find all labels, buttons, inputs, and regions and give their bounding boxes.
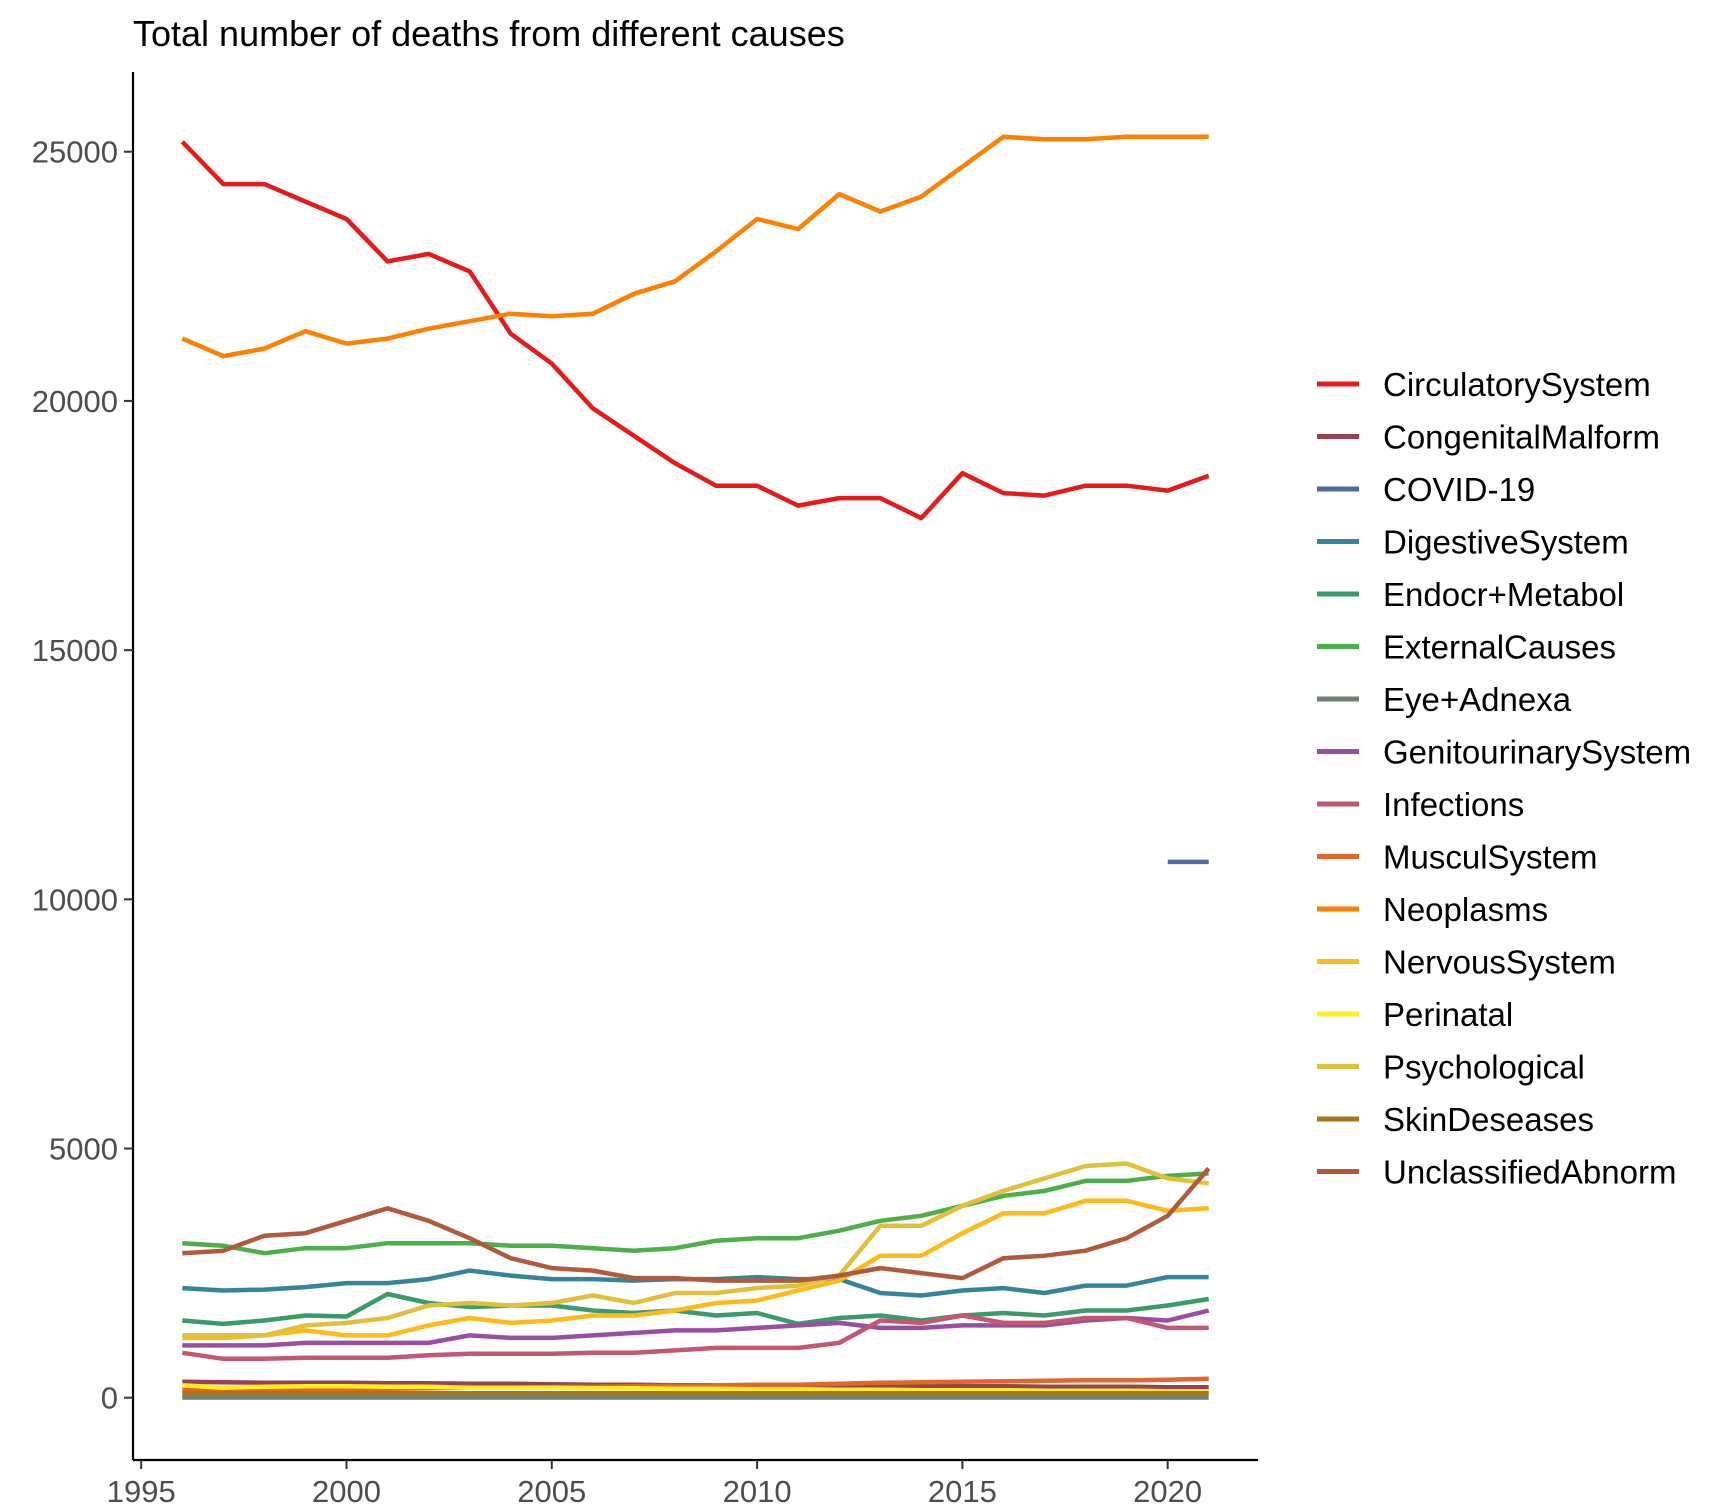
x-tick-label: 2010 — [723, 1474, 792, 1509]
legend-label-covid-19: COVID-19 — [1383, 471, 1535, 508]
y-tick-label: 15000 — [32, 633, 118, 668]
x-tick-label: 2020 — [1133, 1474, 1202, 1509]
y-tick-label: 20000 — [32, 384, 118, 419]
legend-label-infections: Infections — [1383, 786, 1524, 823]
legend-label-circulatorysystem: CirculatorySystem — [1383, 366, 1651, 403]
legend-label-neoplasms: Neoplasms — [1383, 891, 1548, 928]
x-tick-label: 1995 — [107, 1474, 176, 1509]
series-line-musculsystem — [182, 1376, 1209, 1393]
series-line-unclassifiedabnorm — [182, 1166, 1211, 1283]
x-tick-label: 2015 — [928, 1474, 997, 1509]
x-tick-label: 2005 — [517, 1474, 586, 1509]
legend: CirculatorySystem CongenitalMalform COVID-… — [1317, 366, 1691, 1191]
y-tick-label: 5000 — [49, 1132, 118, 1167]
x-tick-label: 2000 — [312, 1474, 381, 1509]
legend-label-externalcauses: ExternalCauses — [1383, 629, 1616, 666]
series-line-nervoussystem — [182, 1198, 1209, 1341]
legend-label-perinatal: Perinatal — [1383, 996, 1513, 1033]
series-line-externalcauses — [182, 1171, 1209, 1256]
series-line-endocr-metabol — [182, 1291, 1210, 1327]
legend-label-digestivesystem: DigestiveSystem — [1383, 524, 1629, 561]
legend-label-genitourinarysystem: GenitourinarySystem — [1383, 734, 1691, 771]
series-line-psychological — [182, 1161, 1209, 1338]
legend-label-endocr-metabol: Endocr+Metabol — [1383, 576, 1624, 613]
legend-label-psychological: Psychological — [1383, 1049, 1585, 1086]
series-line-perinatal — [182, 1382, 1209, 1394]
legend-label-skindeseases: SkinDeseases — [1383, 1101, 1594, 1138]
legend-label-congenitalmalform: CongenitalMalform — [1383, 419, 1660, 456]
series-line-infections — [181, 1313, 1209, 1362]
series-line-genitourinarysystem — [182, 1308, 1210, 1348]
series-layer — [180, 134, 1211, 1400]
series-line-neoplasms — [181, 134, 1209, 359]
chart-title: Total number of deaths from different ca… — [133, 13, 845, 54]
axes: 1995 2000 2005 2010 2015 2020 0 5000 10000 15000 2… — [32, 72, 1258, 1509]
y-tick-label: 0 — [101, 1381, 118, 1416]
series-line-circulatorysystem — [180, 140, 1210, 521]
legend-label-unclassifiedabnorm: UnclassifiedAbnorm — [1383, 1154, 1676, 1191]
y-tick-label: 10000 — [32, 882, 118, 917]
legend-label-musculsystem: MusculSystem — [1383, 839, 1598, 876]
legend-label-eye-adnexa: Eye+Adnexa — [1383, 681, 1572, 718]
y-tick-label: 25000 — [32, 135, 118, 170]
legend-label-nervoussystem: NervousSystem — [1383, 944, 1616, 981]
